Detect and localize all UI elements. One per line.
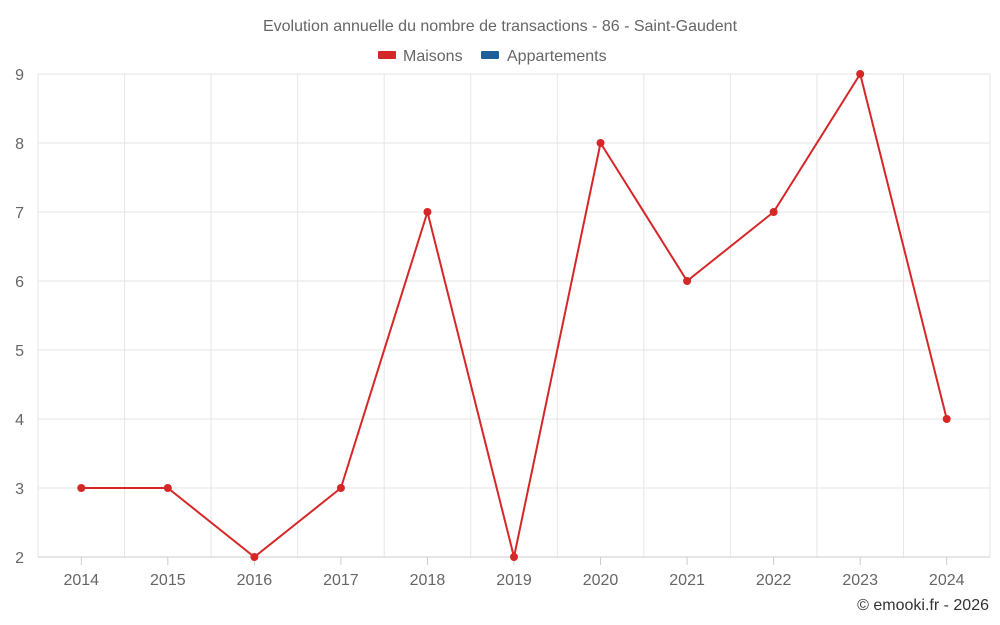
data-point-maisons: [77, 484, 86, 492]
data-point-maisons: [856, 70, 865, 78]
legend-label-maisons: Maisons: [403, 48, 463, 65]
data-point-maisons: [163, 484, 172, 492]
series-layer: [77, 70, 951, 561]
legend-swatch-maisons: [378, 51, 396, 59]
credit-text: © emooki.fr - 2026: [857, 597, 989, 614]
y-tick-label: 6: [15, 274, 24, 291]
data-point-maisons: [336, 484, 345, 492]
x-axis-ticks: 2014 2015 2016 2017 2018 2019 2020 2021 2022 2023…: [63, 572, 964, 589]
x-tick-label: 2024: [929, 572, 965, 589]
data-point-maisons: [423, 208, 432, 216]
x-tick-label: 2023: [842, 572, 878, 589]
x-tick-label: 2018: [410, 572, 446, 589]
x-tick-label: 2014: [63, 572, 99, 589]
x-tick-label: 2020: [583, 572, 619, 589]
y-tick-label: 5: [15, 343, 24, 360]
chart-title: Evolution annuelle du nombre de transact…: [263, 18, 738, 35]
x-tick-label: 2021: [669, 572, 705, 589]
y-tick-label: 8: [15, 136, 24, 153]
legend-label-appartements: Appartements: [507, 48, 607, 65]
legend-item-appartements[interactable]: Appartements: [481, 48, 607, 65]
x-tick-label: 2019: [496, 572, 532, 589]
x-tick-label: 2022: [756, 572, 792, 589]
y-axis-ticks: 2 3 4 5 6 7 8 9: [15, 67, 24, 567]
y-tick-label: 2: [15, 550, 24, 567]
data-point-maisons: [596, 139, 605, 147]
legend: Maisons Appartements: [378, 48, 607, 65]
grid: [37, 73, 991, 557]
legend-swatch-appartements: [481, 51, 499, 59]
data-point-maisons: [942, 415, 951, 423]
data-point-maisons: [683, 277, 692, 285]
x-tick-label: 2017: [323, 572, 359, 589]
y-tick-label: 4: [15, 412, 24, 429]
y-tick-label: 3: [15, 481, 24, 498]
legend-item-maisons[interactable]: Maisons: [378, 48, 463, 65]
y-tick-label: 9: [15, 67, 24, 84]
y-tick-label: 7: [15, 205, 24, 222]
data-point-maisons: [510, 553, 518, 561]
data-point-maisons: [769, 208, 778, 216]
x-tick-label: 2015: [150, 572, 186, 589]
data-point-maisons: [250, 553, 259, 561]
x-tick-label: 2016: [237, 572, 273, 589]
